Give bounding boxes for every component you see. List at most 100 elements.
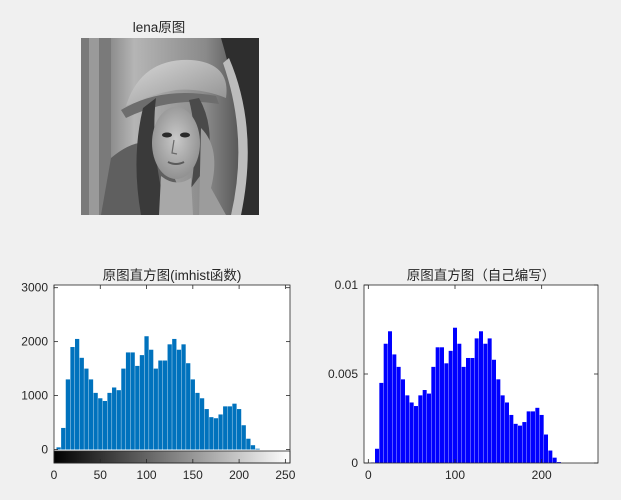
histogram-bar bbox=[227, 406, 232, 450]
histogram-bar bbox=[418, 395, 423, 463]
histogram-bar bbox=[470, 357, 475, 463]
imhist-chart-title: 原图直方图(imhist函数) bbox=[102, 268, 242, 283]
histogram-bar bbox=[153, 368, 158, 450]
histogram-bar bbox=[204, 409, 209, 450]
histogram-bar bbox=[531, 411, 535, 463]
lena-image-title: lena原图 bbox=[132, 20, 186, 35]
x-tick-label: 150 bbox=[183, 468, 203, 482]
histogram-bar bbox=[250, 445, 256, 450]
histogram-bar bbox=[125, 352, 131, 450]
histogram-bar bbox=[116, 390, 121, 450]
histogram-bar bbox=[431, 366, 436, 463]
histogram-bar bbox=[218, 414, 223, 450]
lena-grayscale-photo-icon bbox=[81, 38, 259, 215]
histogram-bar bbox=[167, 344, 172, 450]
histogram-bar bbox=[401, 379, 405, 463]
histogram-bar bbox=[444, 363, 449, 463]
x-tick-label: 250 bbox=[275, 468, 295, 482]
histogram-bar bbox=[526, 411, 531, 463]
histogram-bar bbox=[112, 387, 117, 450]
histogram-bar bbox=[557, 462, 561, 463]
histogram-bar bbox=[509, 414, 514, 463]
histogram-bar bbox=[522, 422, 527, 463]
histogram-bar bbox=[186, 363, 191, 450]
x-tick-label: 0 bbox=[365, 468, 372, 482]
histogram-bar bbox=[121, 368, 126, 450]
histogram-bar bbox=[158, 360, 163, 450]
y-tick-label: 3000 bbox=[21, 281, 48, 295]
histogram-bar bbox=[213, 418, 219, 450]
x-tick-label: 200 bbox=[229, 468, 249, 482]
histogram-bar bbox=[232, 403, 237, 450]
x-tick-label: 100 bbox=[137, 468, 157, 482]
histogram-bar bbox=[70, 347, 75, 450]
histogram-bar bbox=[130, 352, 135, 450]
histogram-bar bbox=[190, 379, 195, 450]
y-tick-label: 0 bbox=[351, 456, 358, 470]
y-tick-label: 1000 bbox=[21, 389, 48, 403]
histogram-bar bbox=[535, 407, 540, 463]
histogram-bar bbox=[172, 338, 177, 450]
histogram-bar bbox=[518, 425, 522, 463]
histogram-bar bbox=[144, 336, 149, 450]
self-written-chart-title: 原图直方图（自己编写） bbox=[406, 268, 556, 283]
histogram-bar bbox=[162, 360, 168, 450]
histogram-bar bbox=[93, 392, 98, 450]
histogram-bar bbox=[199, 398, 205, 450]
histogram-bar bbox=[396, 366, 401, 463]
histogram-bar bbox=[405, 395, 410, 463]
histogram-bar bbox=[75, 338, 80, 450]
histogram-bar bbox=[461, 366, 466, 463]
histogram-bar bbox=[457, 343, 462, 463]
histogram-bar bbox=[176, 349, 182, 450]
histogram-bar bbox=[388, 331, 392, 463]
histogram-bar bbox=[544, 434, 548, 463]
histogram-bar bbox=[474, 338, 479, 463]
histogram-bar bbox=[487, 338, 492, 463]
histogram-bar bbox=[496, 379, 501, 463]
histogram-bar bbox=[98, 398, 103, 450]
x-tick-label: 100 bbox=[445, 468, 465, 482]
x-tick-label: 200 bbox=[532, 468, 552, 482]
histogram-bar bbox=[246, 438, 251, 450]
plot-area bbox=[54, 285, 290, 463]
histogram-bar bbox=[513, 423, 518, 463]
histogram-bar bbox=[414, 406, 418, 463]
histogram-bar bbox=[139, 355, 145, 450]
histogram-bar bbox=[102, 400, 108, 450]
histogram-bar bbox=[61, 427, 66, 450]
histogram-bar bbox=[479, 331, 483, 463]
x-tick-label: 0 bbox=[51, 468, 58, 482]
histogram-bar bbox=[84, 368, 89, 450]
histogram-bar bbox=[241, 425, 246, 450]
histogram-bar bbox=[255, 448, 260, 450]
histogram-bar bbox=[440, 347, 444, 463]
x-tick-label: 50 bbox=[94, 468, 108, 482]
histogram-bar bbox=[223, 406, 228, 450]
histogram-bar bbox=[453, 327, 457, 463]
histogram-bar bbox=[422, 390, 427, 463]
histogram-bar bbox=[552, 457, 557, 463]
histogram-bar bbox=[539, 414, 544, 463]
histogram-bar bbox=[409, 402, 414, 463]
histogram-bar bbox=[181, 344, 186, 450]
histogram-bar bbox=[375, 448, 379, 463]
grayscale-colorbar bbox=[53, 450, 291, 464]
histogram-bar bbox=[435, 347, 440, 463]
y-tick-label: 0.01 bbox=[335, 278, 359, 292]
y-tick-label: 2000 bbox=[21, 335, 48, 349]
histogram-bar bbox=[548, 450, 553, 463]
histogram-bar bbox=[107, 392, 112, 450]
y-tick-label: 0 bbox=[41, 443, 48, 457]
histogram-bar bbox=[448, 350, 453, 463]
imhist-histogram: 0 50 100 150 200 250 0 1000 2000 3000 bbox=[21, 281, 295, 482]
histogram-bar bbox=[500, 395, 505, 463]
histogram-bar bbox=[79, 357, 84, 450]
histogram-bar bbox=[392, 354, 397, 463]
histogram-bar bbox=[135, 365, 140, 450]
histogram-bar bbox=[56, 447, 61, 450]
histogram-bar bbox=[149, 349, 154, 450]
axes-box bbox=[53, 284, 291, 464]
histogram-bar bbox=[236, 409, 242, 450]
